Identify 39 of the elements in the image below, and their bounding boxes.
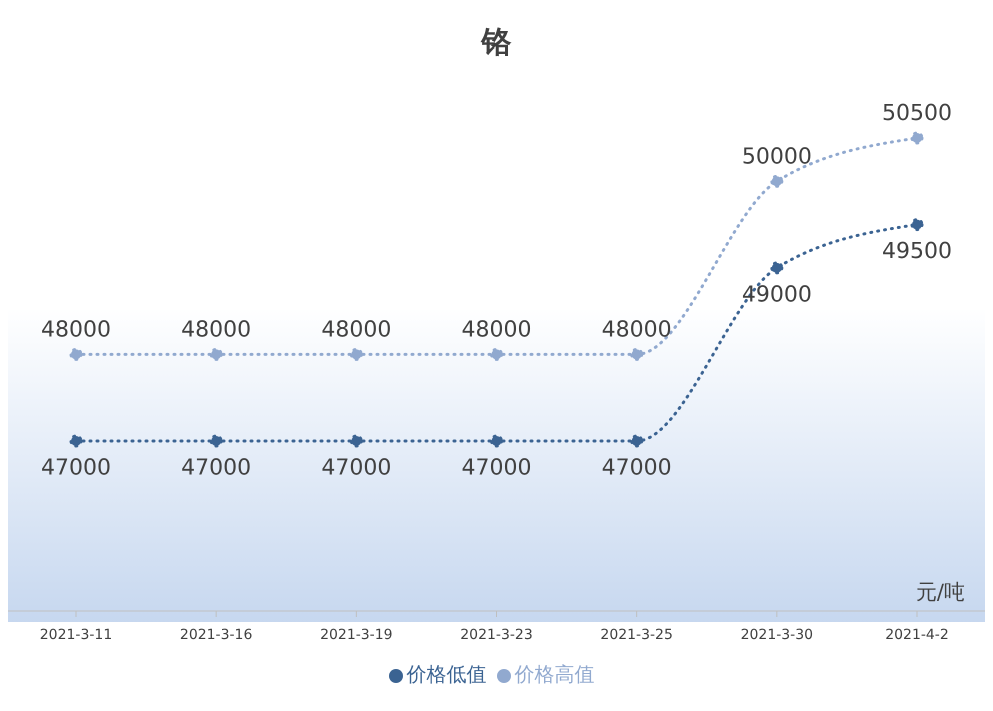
x-tick-label: 2021-3-23 (460, 626, 533, 643)
point (490, 434, 503, 448)
x-tick-label: 2021-3-19 (320, 626, 393, 643)
point (910, 132, 924, 144)
data-label: 47000 (181, 456, 252, 481)
chart-title: 铬 (480, 24, 512, 62)
text: 元/吨 (916, 579, 965, 606)
data-label: 48000 (602, 317, 672, 342)
x-tick-label: 2021-3-11 (40, 626, 112, 643)
data-label: 48000 (462, 317, 532, 342)
data-label: 49500 (882, 239, 952, 264)
x-tick-label: 2021-3-30 (740, 626, 814, 643)
data-label: 48000 (41, 317, 111, 342)
point (210, 434, 223, 448)
data-label: 48000 (181, 317, 252, 342)
point (770, 261, 784, 274)
data-label: 47000 (321, 456, 392, 481)
data-label: 49000 (742, 282, 812, 308)
data-label: 50000 (742, 144, 812, 170)
data-label: 48000 (321, 317, 392, 342)
data-label: 50500 (882, 101, 952, 126)
point (630, 348, 644, 361)
point (770, 174, 784, 188)
point (70, 348, 82, 361)
legend-label: 价格高值 (514, 662, 594, 686)
data-label: 47000 (602, 456, 672, 481)
point (350, 434, 363, 448)
x-tick-label: 2021-3-16 (180, 626, 252, 643)
point (350, 348, 363, 361)
legend-label: 价格低值 (406, 662, 486, 686)
point (210, 348, 223, 361)
x-tick-label: 2021-4-2 (885, 626, 949, 643)
point (490, 348, 503, 361)
data-label: 47000 (41, 456, 111, 481)
data-label: 47000 (462, 456, 532, 481)
x-tick-label: 2021-3-25 (600, 626, 673, 643)
point (630, 434, 644, 448)
point (70, 434, 82, 448)
point (910, 218, 924, 232)
